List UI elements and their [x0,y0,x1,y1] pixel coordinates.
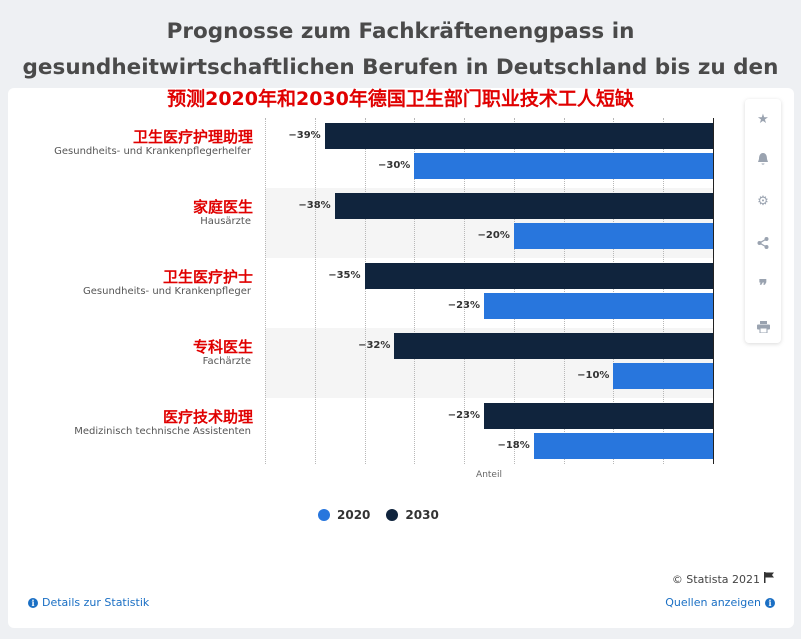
category-label-cn: 卫生医疗护理助理 [132,128,253,146]
bell-icon[interactable] [751,147,775,171]
category-label-de: Gesundheits- und Krankenpflegerhelfer [54,146,251,157]
grid-line [513,118,515,464]
zero-axis-line [713,118,714,464]
category-label-cn: 家庭医生 [192,198,253,216]
print-icon[interactable] [751,315,775,339]
copyright-text: © Statista 2021 [671,572,760,586]
grid-line [364,118,366,464]
bar-2020 [414,153,713,179]
data-label-2020: −30% [378,160,411,171]
flag-icon[interactable] [764,572,775,586]
details-link[interactable]: i Details zur Statistik [28,596,149,609]
copyright: © Statista 2021 [672,572,775,586]
share-icon[interactable] [751,231,775,255]
data-label-2030: −39% [288,130,321,141]
grid-line [613,118,615,464]
grid-line [314,118,316,464]
legend-dot-2030 [386,509,399,521]
chart-title: Prognosse zum Fachkräftenengpass in gesu… [22,19,779,116]
data-label-2030: −23% [447,410,481,421]
data-label-2020: −23% [447,300,481,311]
category-label-de: Fachärzte [202,356,251,367]
bar-2030 [334,193,713,219]
sources-link[interactable]: Quellen anzeigen i [665,596,775,609]
quote-icon[interactable]: ❞ [758,275,768,295]
grid-line [563,118,565,464]
category-label-cn: 医疗技术助理 [162,408,253,426]
x-axis-label: Anteil [476,470,502,480]
data-label-2020: −18% [497,440,530,451]
data-label-2030: −35% [328,270,361,281]
legend-item-2020[interactable]: 2020 [318,508,370,522]
legend[interactable]: 2020 2030 [318,508,439,522]
grid-line [265,118,266,464]
gear-icon[interactable]: ⚙ [757,193,769,209]
data-label-2020: −20% [477,230,510,241]
bar-2030 [324,123,713,149]
info-icon: i [28,597,38,608]
legend-item-2030[interactable]: 2030 [386,508,439,522]
category-label-cn: 卫生医疗护士 [162,268,253,286]
category-label-de: Gesundheits- und Krankenpfleger [83,286,251,297]
bar-2030 [394,333,713,359]
info-icon: i [765,597,775,608]
category-label-de: Hausärzte [200,216,251,227]
legend-label-2030: 2030 [405,508,439,522]
bar-2020 [533,433,713,459]
legend-label-2020: 2020 [337,508,371,522]
chart-toolbar: ★ ⚙ ❞ [745,99,781,343]
category-label-de: Medizinisch technische Assistenten [74,426,251,437]
grid-line [663,118,665,464]
sources-link-label: Quellen anzeigen [665,596,761,609]
overlay-title-cn: 预测2020年和2030年德国卫生部门职业技术工人短缺 [167,88,634,110]
bar-2020 [613,363,713,389]
bar-2020 [513,223,713,249]
details-link-label: Details zur Statistik [42,596,150,609]
data-label-2020: −10% [577,370,610,381]
data-label-2030: −32% [358,340,391,351]
star-icon[interactable]: ★ [757,111,769,127]
legend-dot-2020 [318,509,330,521]
grid-line [464,118,466,464]
grid-line [414,118,416,464]
category-label-cn: 专科医生 [192,338,253,356]
bar-2020 [484,293,713,319]
bar-2030 [484,403,713,429]
bar-2030 [364,263,713,289]
data-label-2030: −38% [298,200,331,211]
